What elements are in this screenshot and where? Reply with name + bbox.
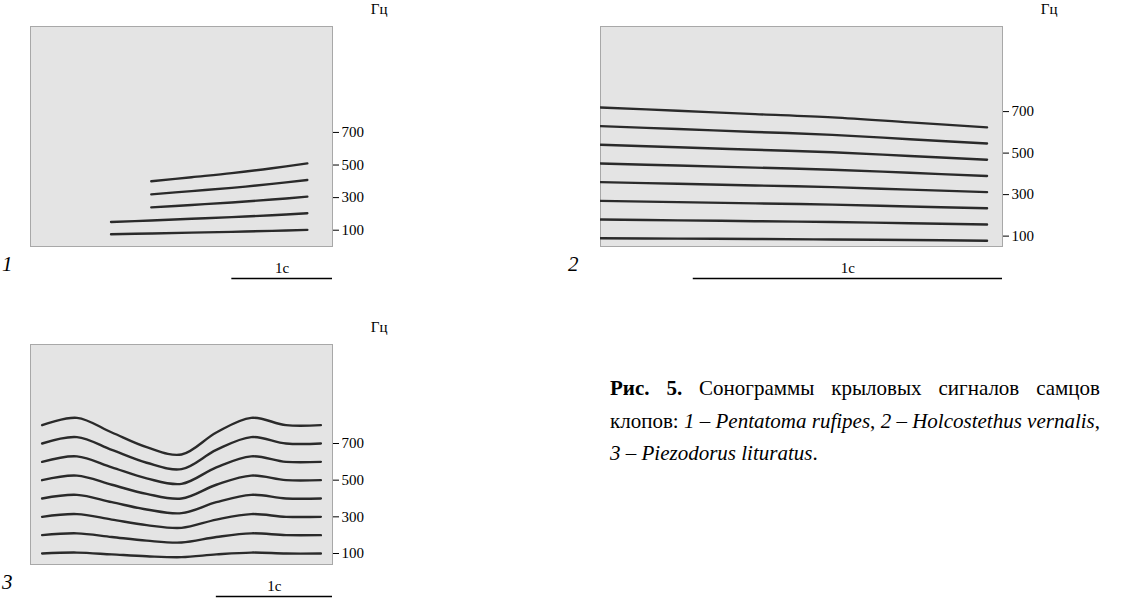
svg-text:700: 700 bbox=[1012, 103, 1035, 119]
html-text:Рис. 5. Сонограммы крыловых си: Рис. 5. Сонограммы крыловых сигналов сам… bbox=[610, 376, 1100, 433]
svg-text:100: 100 bbox=[342, 545, 365, 561]
html-text:3: 3 bbox=[2, 570, 13, 594]
html-text:2: 2 bbox=[568, 252, 579, 276]
svg-text:700: 700 bbox=[342, 124, 365, 140]
svg-text:100: 100 bbox=[1012, 228, 1035, 244]
svg-text:500: 500 bbox=[1012, 145, 1035, 161]
html-text:3 – Piezodorus lituratus.: 3 – Piezodorus lituratus. bbox=[610, 441, 818, 466]
svg-text:Гц: Гц bbox=[1041, 1, 1058, 17]
svg-text:300: 300 bbox=[342, 509, 365, 525]
svg-text:Гц: Гц bbox=[371, 1, 388, 17]
svg-text:1с: 1с bbox=[841, 260, 856, 276]
svg-text:700: 700 bbox=[342, 435, 365, 451]
svg-text:300: 300 bbox=[342, 189, 365, 205]
svg-text:300: 300 bbox=[1012, 186, 1035, 202]
svg-text:500: 500 bbox=[342, 157, 365, 173]
svg-text:1с: 1с bbox=[267, 578, 282, 594]
svg-text:100: 100 bbox=[342, 222, 365, 238]
svg-text:1с: 1с bbox=[275, 260, 290, 276]
html-text:1: 1 bbox=[2, 252, 13, 276]
svg-text:Гц: Гц bbox=[371, 319, 388, 335]
svg-text:500: 500 bbox=[342, 472, 365, 488]
